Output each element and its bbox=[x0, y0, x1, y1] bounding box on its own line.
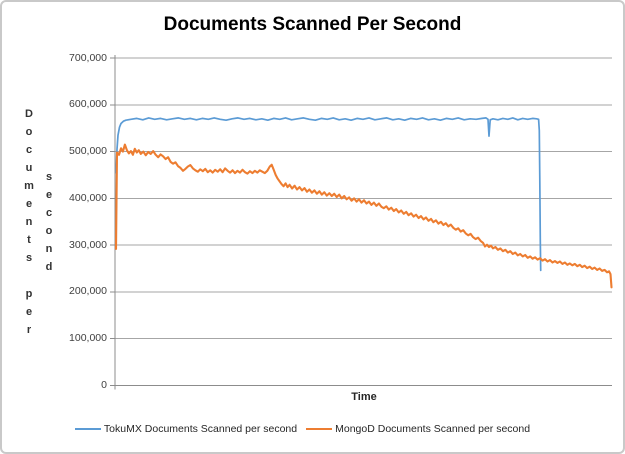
tokumx-line-sample-icon bbox=[74, 427, 101, 431]
y-tick-label: 300,000 bbox=[69, 238, 107, 251]
y-tick-label: 200,000 bbox=[69, 285, 107, 298]
series-tokumx-line bbox=[115, 117, 542, 272]
y-tick-label: 0 bbox=[101, 379, 107, 391]
mongod-line-sample-icon bbox=[306, 427, 333, 431]
series-mongod-line bbox=[114, 143, 613, 289]
chart-title: Documents Scanned Per Second bbox=[163, 14, 462, 35]
legend-item-tokumx: TokuMX Documents Scanned per second bbox=[74, 423, 298, 435]
y-tick-label: 500,000 bbox=[69, 145, 107, 158]
y-tick-label: 400,000 bbox=[69, 191, 107, 204]
y-tick-label: 700,000 bbox=[69, 51, 107, 64]
x-axis-title: Time bbox=[351, 391, 377, 403]
legend-label-tokumx: TokuMX Documents Scanned per second bbox=[103, 423, 298, 435]
legend-label-mongod: MongoD Documents Scanned per second bbox=[335, 423, 531, 435]
legend: TokuMX Documents Scanned per second Mong… bbox=[2, 423, 613, 435]
y-tick-label: 600,000 bbox=[69, 98, 107, 111]
legend-item-mongod: MongoD Documents Scanned per second bbox=[306, 423, 530, 435]
y-tick-label: 100,000 bbox=[69, 332, 107, 345]
